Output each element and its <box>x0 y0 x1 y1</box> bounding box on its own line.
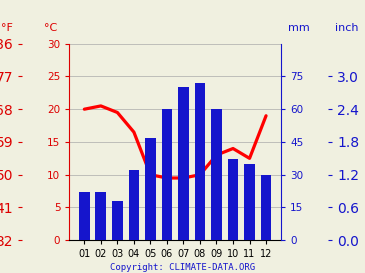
Bar <box>244 164 255 240</box>
Bar <box>178 87 189 240</box>
Bar <box>128 170 139 240</box>
Bar <box>195 83 205 240</box>
Bar <box>261 175 272 240</box>
Bar <box>211 109 222 240</box>
Text: °F: °F <box>1 23 13 33</box>
Bar <box>162 109 172 240</box>
Bar <box>228 159 238 240</box>
Text: °C: °C <box>45 23 58 33</box>
Bar <box>145 138 156 240</box>
Text: inch: inch <box>335 23 358 33</box>
Text: mm: mm <box>288 23 310 33</box>
Bar <box>79 192 90 240</box>
Bar <box>112 201 123 240</box>
Bar <box>96 192 106 240</box>
Text: Copyright: CLIMATE-DATA.ORG: Copyright: CLIMATE-DATA.ORG <box>110 263 255 272</box>
